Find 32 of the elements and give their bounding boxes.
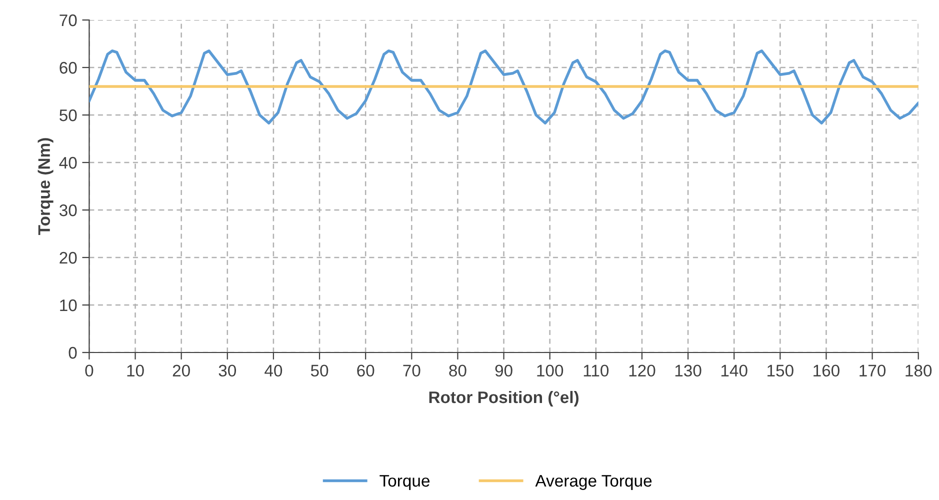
x-tick-label: 10 [127, 364, 144, 377]
x-tick-label: 160 [814, 364, 840, 377]
x-tick-label: 60 [357, 364, 374, 377]
x-axis-title: Rotor Position (°el) [429, 390, 578, 406]
x-tick-label: 140 [721, 364, 748, 377]
line-series [89, 49, 918, 124]
x-tick-label: 80 [449, 364, 466, 377]
y-tick-label: 70 [60, 14, 77, 26]
y-tick-label: 0 [68, 346, 77, 359]
x-tick-label: 90 [495, 364, 512, 377]
x-tick-label: 40 [264, 364, 282, 377]
x-tick-label: 50 [310, 364, 328, 377]
x-tick-label: 110 [584, 364, 609, 377]
x-tick-label: 20 [172, 364, 190, 377]
y-tick-label: 30 [60, 204, 77, 216]
y-axis-title: Torque (Nm) [38, 138, 54, 235]
x-tick-label: 30 [218, 364, 236, 377]
x-tick-label: 150 [768, 364, 794, 377]
x-tick-label: 130 [675, 364, 702, 377]
y-tick-label: 10 [60, 299, 77, 312]
x-tick-label: 180 [906, 364, 932, 377]
x-tick-label: 120 [629, 364, 656, 377]
x-tick-label: 170 [860, 364, 886, 377]
y-tick-label: 60 [60, 62, 77, 74]
y-tick-label: 20 [60, 252, 77, 264]
y-tick-label: 40 [59, 156, 77, 169]
legend-label: Average Torque [535, 475, 652, 490]
x-tick-label: 100 [537, 364, 564, 377]
x-tick-label: 70 [403, 364, 420, 377]
legend-label: Torque [380, 475, 430, 490]
y-tick-label: 50 [60, 109, 77, 122]
x-tick-label: 0 [85, 364, 94, 377]
